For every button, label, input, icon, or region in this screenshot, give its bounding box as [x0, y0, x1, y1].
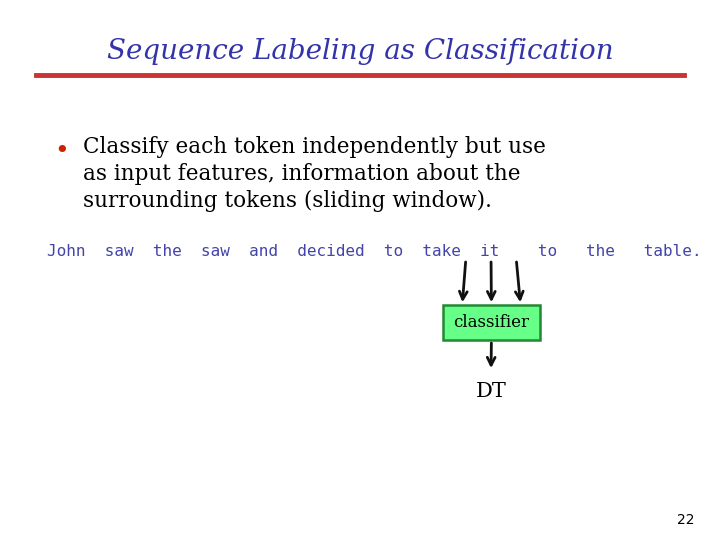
Text: as input features, information about the: as input features, information about the [83, 163, 521, 185]
Bar [443, 305, 540, 340]
Text: John  saw  the  saw  and  decided  to  take  it    to   the   table.: John saw the saw and decided to take it … [47, 244, 701, 259]
Text: surrounding tokens (sliding window).: surrounding tokens (sliding window). [83, 190, 492, 212]
Text: classifier: classifier [454, 314, 529, 331]
Text: Sequence Labeling as Classification: Sequence Labeling as Classification [107, 38, 613, 65]
Text: •: • [54, 139, 68, 163]
Text: Classify each token independently but use: Classify each token independently but us… [83, 136, 546, 158]
Text: 22: 22 [678, 512, 695, 526]
Text: DT: DT [476, 382, 506, 401]
